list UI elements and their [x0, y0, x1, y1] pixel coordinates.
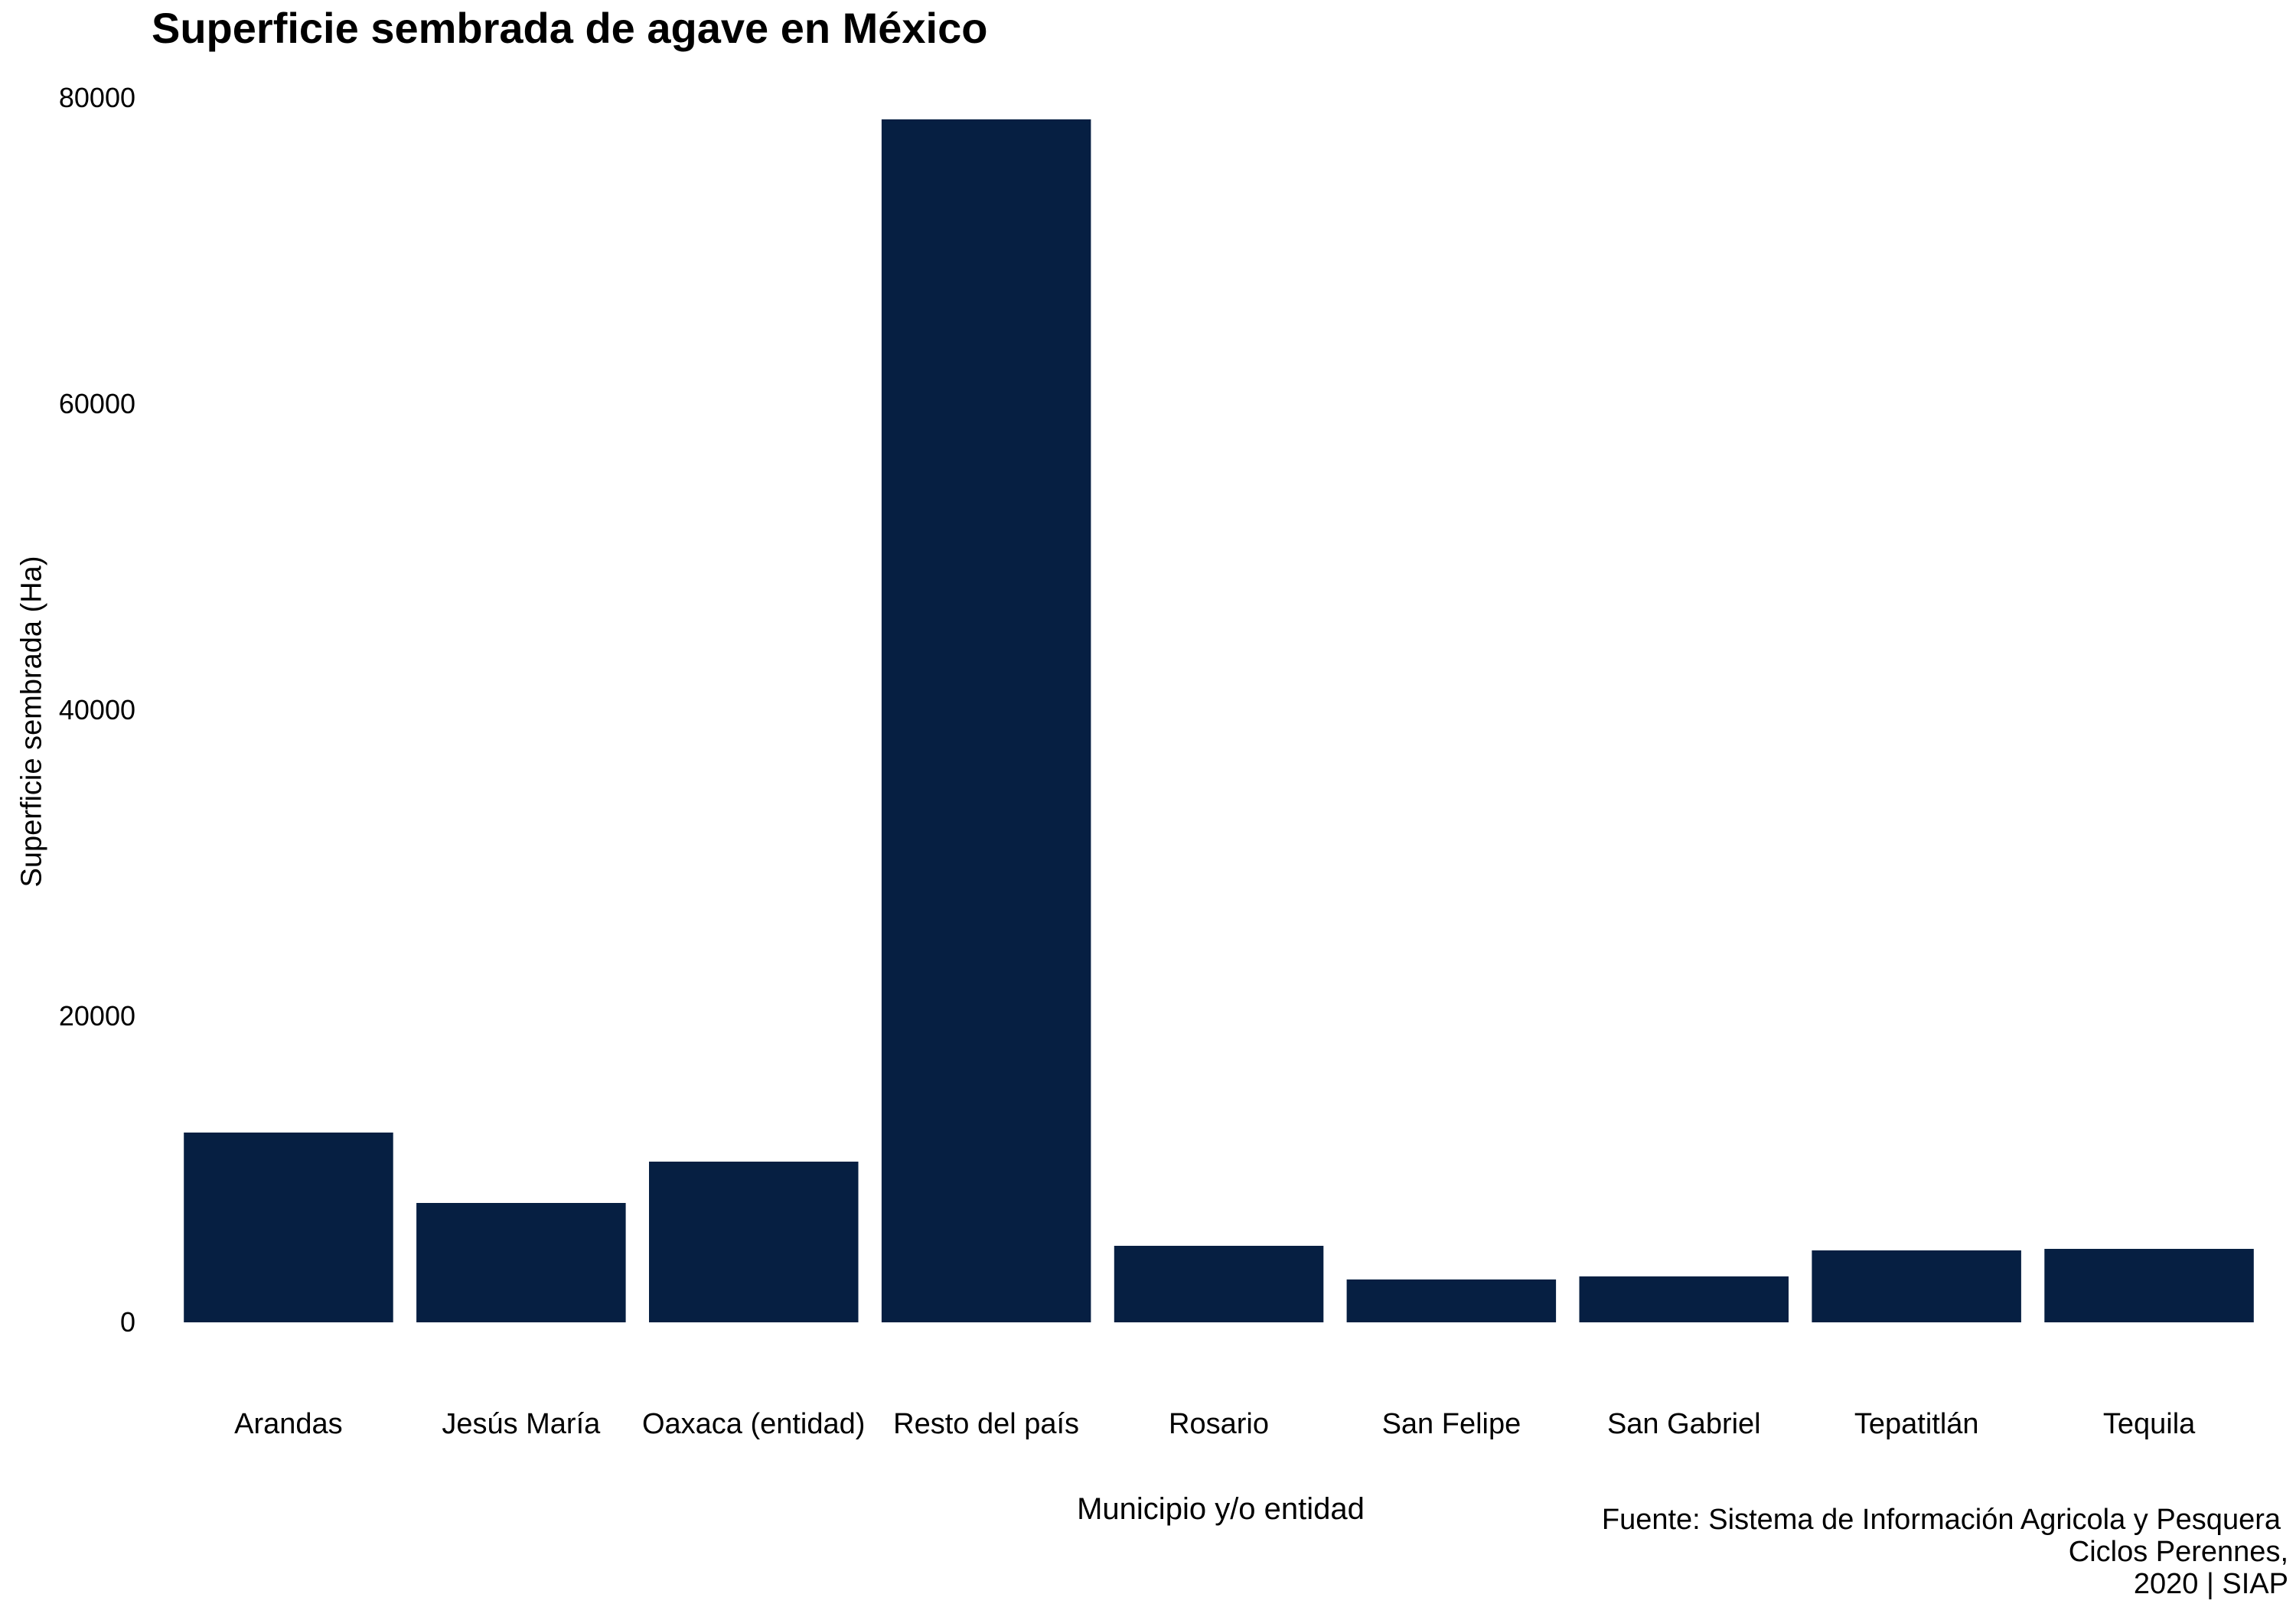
y-axis-ticks: 0 20000 40000 60000 80000	[59, 82, 135, 1338]
x-tick-label-4: Rosario	[1169, 1408, 1269, 1440]
x-tick-label-5: San Felipe	[1382, 1408, 1521, 1440]
bar-4	[1114, 1246, 1324, 1322]
caption-line-2: Ciclos Perennes,	[2068, 1536, 2288, 1568]
caption-line-3: 2020 | SIAP	[2133, 1568, 2288, 1600]
bar-1	[416, 1203, 626, 1322]
bar-7	[1812, 1250, 2021, 1322]
bar-0	[184, 1133, 393, 1322]
bar-6	[1579, 1276, 1789, 1322]
x-tick-label-6: San Gabriel	[1607, 1408, 1761, 1440]
y-axis-label: Superficie sembrada (Ha)	[15, 556, 48, 888]
source-caption: Fuente: Sistema de Información Agricola …	[1602, 1504, 2288, 1600]
x-tick-label-8: Tequila	[2103, 1408, 2196, 1440]
x-tick-label-0: Arandas	[234, 1408, 343, 1440]
y-tick-label-0: 0	[120, 1306, 135, 1338]
x-tick-label-7: Tepatitlán	[1854, 1408, 1979, 1440]
x-tick-label-3: Resto del país	[893, 1408, 1079, 1440]
x-tick-label-1: Jesús María	[442, 1408, 601, 1440]
bar-5	[1346, 1279, 1557, 1322]
bar-2	[649, 1162, 859, 1322]
bar-8	[2044, 1249, 2254, 1322]
bars-group	[184, 119, 2254, 1322]
bar-3	[881, 119, 1091, 1322]
y-tick-label-3: 60000	[59, 388, 135, 419]
y-tick-label-2: 40000	[59, 694, 135, 725]
x-tick-label-2: Oaxaca (entidad)	[642, 1408, 866, 1440]
x-axis-label: Municipio y/o entidad	[1077, 1492, 1365, 1526]
y-tick-label-1: 20000	[59, 1000, 135, 1032]
chart-title: Superficie sembrada de agave en México	[152, 4, 988, 52]
caption-line-1: Fuente: Sistema de Información Agricola …	[1601, 1504, 2281, 1536]
y-tick-label-4: 80000	[59, 82, 135, 113]
x-axis-ticks: Arandas Jesús María Oaxaca (entidad) Resto …	[234, 1408, 2196, 1440]
